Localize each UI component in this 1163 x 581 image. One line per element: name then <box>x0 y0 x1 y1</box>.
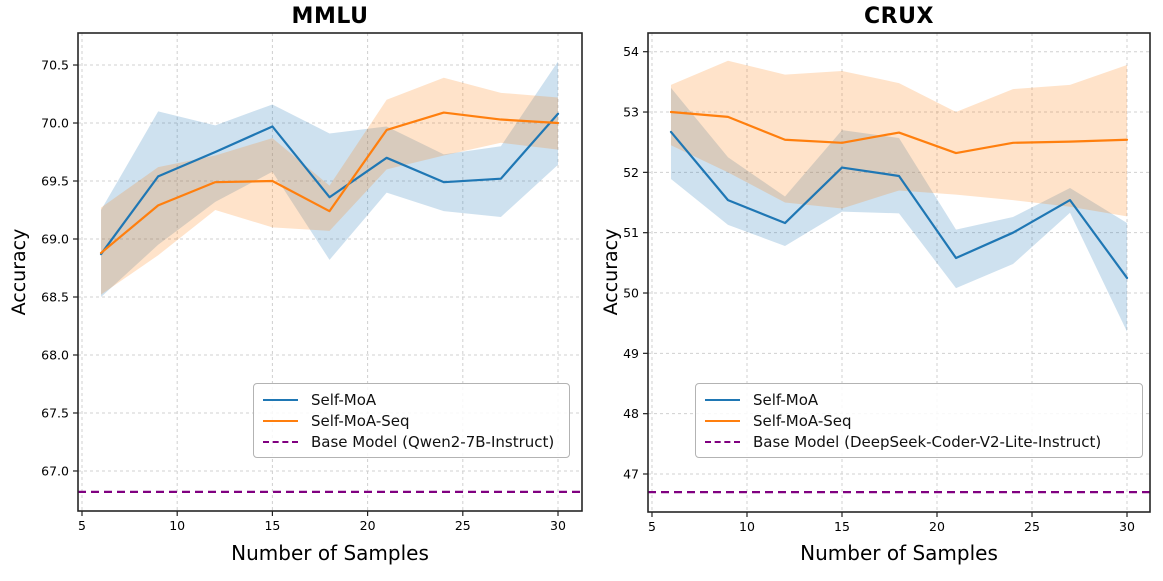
y-tick-label: 70.5 <box>41 58 69 73</box>
plot-mmlu: 5 10 15 20 25 30 67.0 67.5 68.0 68.5 69.0 69.5 70.0 7… <box>41 32 583 533</box>
x-tick-label: 10 <box>169 518 185 533</box>
x-tick-label: 25 <box>1024 519 1040 534</box>
legend-item-self-moa: Self-MoA <box>263 391 560 409</box>
y-tick-label: 51 <box>623 225 639 240</box>
y-tick-label: 68.0 <box>41 347 69 362</box>
y-tick-label: 69.0 <box>41 232 69 247</box>
y-tick-label: 50 <box>623 286 639 301</box>
y-tick-label: 54 <box>623 44 639 59</box>
series-line-self-moa-seq <box>99 111 560 255</box>
axis-ticks: 5 10 15 20 25 30 67.0 67.5 68.0 68.5 69.0 69.5 70.0 7… <box>41 58 566 533</box>
y-tick-label: 52 <box>623 165 639 180</box>
legend-item-self-moa: Self-MoA <box>705 391 1133 409</box>
y-tick-label: 53 <box>623 105 639 120</box>
axis-ticks: 5 10 15 20 25 30 47 48 49 50 51 52 53 54 <box>623 44 1135 534</box>
y-tick-label: 70.0 <box>41 116 69 131</box>
chart-title-crux: CRUX <box>864 4 934 29</box>
legend-label: Self-MoA-Seq <box>311 411 410 430</box>
series-line-self-moa <box>669 130 1129 280</box>
axes-frame <box>647 32 1151 513</box>
legend-line-sample-self-moa-seq <box>263 419 298 422</box>
x-tick-label: 20 <box>360 518 376 533</box>
y-axis-label-mmlu: Accuracy <box>8 228 30 316</box>
x-tick-label: 20 <box>929 519 945 534</box>
legend-line-sample-self-moa <box>263 398 298 401</box>
confidence-band-self-moa-seq <box>670 60 1128 217</box>
y-tick-label: 47 <box>623 466 639 481</box>
x-tick-label: 5 <box>78 518 86 533</box>
axes-frame <box>77 32 583 512</box>
x-tick-label: 15 <box>834 519 850 534</box>
x-axis-label-mmlu: Number of Samples <box>231 541 429 565</box>
y-tick-label: 49 <box>623 346 639 361</box>
y-tick-label: 48 <box>623 406 639 421</box>
legend-label: Self-MoA <box>753 390 819 409</box>
x-tick-label: 5 <box>648 519 656 534</box>
y-tick-label: 67.0 <box>41 463 69 478</box>
x-tick-label: 25 <box>455 518 471 533</box>
y-tick-label: 68.5 <box>41 289 69 304</box>
plot-crux: 5 10 15 20 25 30 47 48 49 50 51 52 53 54 <box>623 32 1151 534</box>
legend-label: Self-MoA-Seq <box>753 411 852 430</box>
x-tick-label: 30 <box>1119 519 1135 534</box>
legend-line-sample-self-moa-seq <box>705 419 740 422</box>
legend-label: Base Model (Qwen2-7B-Instruct) <box>311 432 555 451</box>
y-tick-label: 69.5 <box>41 174 69 189</box>
legend-label: Self-MoA <box>311 390 377 409</box>
confidence-band-self-moa-seq <box>101 77 559 295</box>
y-tick-label: 67.5 <box>41 405 69 420</box>
gridlines <box>648 33 1150 512</box>
y-axis-label-crux: Accuracy <box>600 228 622 316</box>
x-tick-label: 10 <box>739 519 755 534</box>
confidence-band-self-moa <box>101 61 559 297</box>
legend-line-sample-base-model <box>263 440 298 443</box>
series-line-self-moa <box>99 112 560 256</box>
legend-item-base-model: Base Model (Qwen2-7B-Instruct) <box>263 433 560 451</box>
x-tick-label: 15 <box>264 518 280 533</box>
series-line-self-moa-seq <box>669 110 1129 155</box>
x-tick-label: 30 <box>550 518 566 533</box>
x-axis-label-crux: Number of Samples <box>800 541 998 565</box>
confidence-band-self-moa <box>670 87 1128 332</box>
legend-label: Base Model (DeepSeek-Coder-V2-Lite-Instr… <box>753 432 1102 451</box>
legend-item-self-moa-seq: Self-MoA-Seq <box>263 412 560 430</box>
legend-crux: Self-MoA Self-MoA-Seq Base Model (DeepSe… <box>695 383 1143 458</box>
legend-item-base-model: Base Model (DeepSeek-Coder-V2-Lite-Instr… <box>705 433 1133 451</box>
legend-item-self-moa-seq: Self-MoA-Seq <box>705 412 1133 430</box>
legend-line-sample-self-moa <box>705 398 740 401</box>
legend-mmlu: Self-MoA Self-MoA-Seq Base Model (Qwen2-… <box>253 383 570 458</box>
legend-line-sample-base-model <box>705 440 740 443</box>
chart-title-mmlu: MMLU <box>291 4 369 29</box>
